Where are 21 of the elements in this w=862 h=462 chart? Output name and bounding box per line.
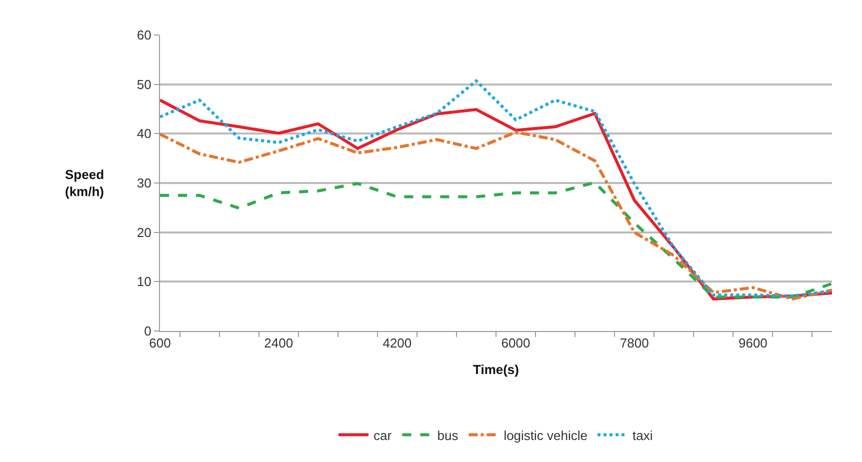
- y-tick-label: 40: [136, 126, 152, 142]
- y-tick-label: 30: [136, 176, 152, 191]
- x-tick-label: 2400: [264, 336, 294, 351]
- legend-label: car: [374, 428, 392, 443]
- line-series: [160, 181, 832, 298]
- y-tick-label: 10: [136, 274, 152, 290]
- y-tick-label: 60: [136, 28, 152, 43]
- y-tick-label: 0: [144, 324, 152, 339]
- x-tick-label: 600: [149, 336, 171, 351]
- x-axis-title: Time(s): [473, 362, 519, 378]
- legend-label: taxi: [632, 428, 653, 443]
- y-tick-label: 20: [136, 224, 152, 240]
- y-axis-title: Speed (km/h): [65, 167, 104, 199]
- legend-label: logistic vehicle: [504, 428, 588, 443]
- x-tick-label: 4200: [382, 336, 412, 351]
- x-tick-label: 6000: [501, 336, 530, 351]
- x-tick-label: 9600: [738, 336, 768, 351]
- legend-label: bus: [437, 428, 459, 443]
- x-tick-label: 7800: [620, 336, 649, 351]
- line-series: [160, 130, 832, 300]
- y-tick-label: 50: [136, 76, 152, 92]
